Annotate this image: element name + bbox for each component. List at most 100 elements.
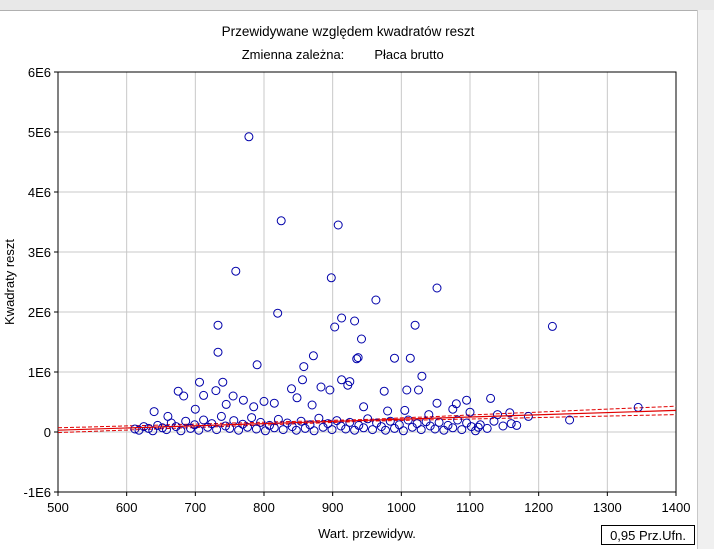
x-tick-label-1100: 1100 <box>456 500 484 515</box>
data-point <box>410 320 420 330</box>
data-point <box>309 426 319 436</box>
data-point <box>276 216 286 226</box>
data-point <box>291 425 301 435</box>
data-point <box>247 413 257 423</box>
data-point <box>462 395 472 405</box>
data-point <box>432 283 442 293</box>
data-point <box>260 426 270 436</box>
x-tick-label-800: 800 <box>253 500 275 515</box>
window-top-strip <box>0 0 714 11</box>
data-point <box>457 425 467 435</box>
data-point <box>379 386 389 396</box>
data-point <box>368 425 377 435</box>
x-tick-label-1300: 1300 <box>593 500 622 515</box>
data-point <box>199 390 209 400</box>
y-tick-label-0: 0 <box>44 425 51 440</box>
data-point <box>195 377 204 387</box>
data-point <box>350 316 360 326</box>
data-point <box>157 423 167 433</box>
data-point <box>475 420 485 430</box>
data-point <box>218 377 228 387</box>
y-tick-label-4E6: 4E6 <box>28 185 51 200</box>
data-point <box>352 354 362 364</box>
data-point <box>343 380 353 390</box>
data-point <box>265 420 274 430</box>
data-point <box>179 391 189 401</box>
chart-subtitle-value: Płaca brutto <box>374 47 443 62</box>
data-point <box>385 416 395 426</box>
data-point <box>333 220 343 230</box>
data-point <box>432 398 442 408</box>
data-point <box>465 407 475 417</box>
data-point <box>381 425 390 435</box>
data-point <box>256 417 266 427</box>
data-point <box>326 273 336 283</box>
scatter-points <box>57 132 677 436</box>
x-tick-label-600: 600 <box>116 500 138 515</box>
data-point <box>316 382 326 392</box>
data-point <box>453 415 463 425</box>
data-point <box>394 420 404 430</box>
y-tick-label-3E6: 3E6 <box>28 245 51 260</box>
confidence-band-upper <box>57 405 677 429</box>
data-point <box>153 420 163 430</box>
data-point <box>130 424 140 434</box>
data-point <box>417 371 427 381</box>
data-point <box>308 351 318 361</box>
data-point <box>354 420 364 430</box>
confidence-band-lower <box>57 414 677 434</box>
y-tick-label-5E6: 5E6 <box>28 125 51 140</box>
x-axis-label: Wart. przewidyw. <box>318 526 416 541</box>
data-point <box>307 400 317 410</box>
data-point <box>251 424 261 434</box>
x-tick-label-1200: 1200 <box>524 500 553 515</box>
data-point <box>221 399 231 409</box>
data-point <box>341 424 351 434</box>
data-point <box>505 408 515 418</box>
data-point <box>244 132 254 142</box>
data-point <box>213 320 223 330</box>
data-point <box>211 386 221 396</box>
data-point <box>337 375 347 385</box>
data-point <box>405 353 415 363</box>
data-point <box>498 421 508 431</box>
data-point <box>448 404 458 414</box>
data-point <box>207 419 217 429</box>
data-point <box>337 313 347 323</box>
data-point <box>565 415 575 425</box>
confidence-legend: 0,95 Prz.Ufn. <box>601 525 695 545</box>
data-point <box>323 419 333 429</box>
data-point <box>327 425 337 435</box>
data-point <box>299 362 309 372</box>
data-point <box>234 425 244 435</box>
data-point <box>486 393 496 403</box>
data-point <box>443 420 453 430</box>
data-point <box>139 422 149 432</box>
data-point <box>287 384 296 394</box>
data-point <box>213 347 223 357</box>
data-point <box>430 424 440 434</box>
chart-svg: Przewidywane względem kwadratów reszt Zm… <box>2 24 690 541</box>
data-point <box>273 414 283 424</box>
window-right-scroll-strip[interactable] <box>697 10 714 549</box>
data-point <box>216 411 226 421</box>
data-point <box>199 415 209 425</box>
data-point <box>353 353 363 363</box>
data-point <box>363 414 373 424</box>
y-axis-label: Kwadraty reszt <box>2 239 17 325</box>
data-point <box>448 423 458 433</box>
y-tick-label-1E6: 1E6 <box>28 365 51 380</box>
data-point <box>249 402 259 412</box>
y-tick-label-2E6: 2E6 <box>28 305 51 320</box>
data-point <box>371 295 381 305</box>
data-point <box>416 425 426 435</box>
data-point <box>547 321 557 331</box>
y-tick-label--1E6: -1E6 <box>24 485 51 500</box>
data-point <box>489 416 499 426</box>
data-point <box>273 308 283 318</box>
x-axis-ticks: 500 600 700 800 900 1000 1100 1200 1300 1400 <box>47 492 690 515</box>
data-point <box>398 426 408 436</box>
data-point <box>383 406 393 416</box>
data-point <box>330 322 340 332</box>
confidence-band <box>57 405 677 434</box>
